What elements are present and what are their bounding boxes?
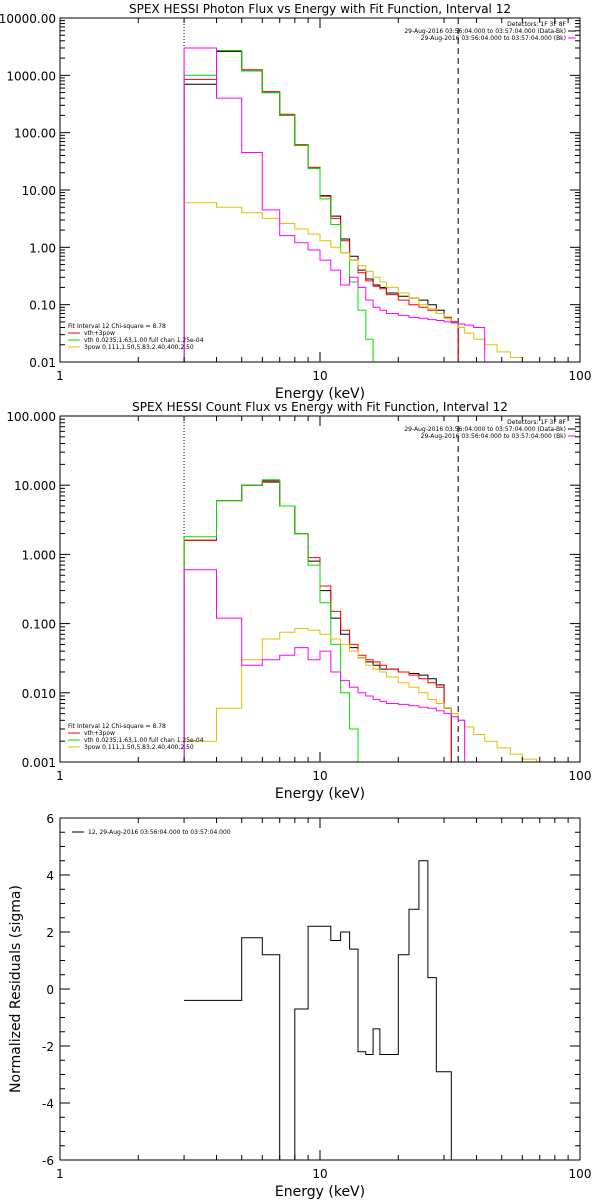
x-tick-label: 1 bbox=[56, 369, 64, 383]
series-line-data-bk bbox=[183, 51, 459, 362]
series-group bbox=[183, 479, 550, 762]
y-tick-label: 0.01 bbox=[29, 356, 56, 370]
chart-panel-3: 1 10 100 6 4 2 0 -2 -4 -6 Energy (keV) Normalized R… bbox=[8, 812, 591, 1200]
y-tick-label: 4 bbox=[46, 869, 54, 883]
y-axis-label: Normalized Residuals (sigma) bbox=[8, 885, 24, 1093]
x-axis-label: Energy (keV) bbox=[275, 786, 365, 802]
y-tick-label: 10000.00 bbox=[0, 12, 56, 26]
y-tick-label: 1000.00 bbox=[6, 69, 56, 83]
y-tick-label: 100.000 bbox=[6, 410, 56, 424]
x-tick-label: 10 bbox=[312, 1167, 327, 1181]
y-tick-label: 6 bbox=[46, 812, 54, 826]
y-tick-label: 2 bbox=[46, 926, 54, 940]
series-line-vth-3pow bbox=[183, 50, 459, 362]
header-line: 29-Aug-2016 03:56:04.000 to 03:57:04.000… bbox=[421, 35, 566, 42]
fit-legend-entry: vth+3pow bbox=[84, 330, 115, 337]
y-tick-label: 10.000 bbox=[14, 479, 56, 493]
fit-legend-entry: 3pow 0.111,1.50,5.83,2.40,400,2.50 bbox=[84, 744, 194, 751]
y-tick-label: -6 bbox=[42, 1154, 54, 1168]
chart-title: SPEX HESSI Count Flux vs Energy with Fit… bbox=[132, 400, 508, 414]
series-line-bk bbox=[183, 569, 466, 762]
x-tick-label: 10 bbox=[312, 769, 327, 783]
legend-entry: 12, 29-Aug-2016 03:56:04.000 to 03:57:04… bbox=[88, 829, 231, 836]
y-tick-label: 0.001 bbox=[22, 756, 56, 770]
header-line: 29-Aug-2016 03:56:04.000 to 03:57:04.000… bbox=[421, 433, 566, 440]
series-line-12-29-aug-2016-03-56-04-000-to-03-57-04-000 bbox=[184, 860, 459, 1160]
fit-legend-entry: vth 0.0235,1.63,1.00 full chan 1.25e-04 bbox=[84, 337, 204, 344]
y-tick-label: 0.010 bbox=[22, 687, 56, 701]
x-tick-label: 100 bbox=[569, 769, 592, 783]
x-tick-label: 1 bbox=[56, 769, 64, 783]
fit-legend-entry: Fit Interval 12 Chi-square = 8.78 bbox=[68, 323, 166, 330]
x-tick-label: 10 bbox=[312, 369, 327, 383]
x-tick-label: 1 bbox=[56, 1167, 64, 1181]
series-line-bk bbox=[183, 47, 486, 362]
series-line-vth bbox=[183, 479, 367, 762]
series-group bbox=[184, 860, 459, 1160]
series-line-3pow bbox=[183, 628, 550, 762]
header-line: 29-Aug-2016 03:56:04.000 to 03:57:04.000… bbox=[404, 426, 566, 433]
x-tick-label: 100 bbox=[569, 369, 592, 383]
header-line: Detectors: 1F 3F 8F bbox=[507, 21, 566, 28]
chart-panel-1: SPEX HESSI Photon Flux vs Energy with Fi… bbox=[0, 2, 592, 402]
x-axis-label: Energy (keV) bbox=[275, 1184, 365, 1200]
y-tick-label: 100.00 bbox=[14, 127, 56, 141]
y-tick-label: 10.00 bbox=[22, 184, 56, 198]
fit-legend-entry: Fit Interval 12 Chi-square = 8.78 bbox=[68, 723, 166, 730]
fit-legend-entry: vth 0.0235,1.63,1.00 full chan 1.25e-04 bbox=[84, 737, 204, 744]
series-line-vth bbox=[183, 50, 374, 362]
y-tick-label: -2 bbox=[42, 1040, 54, 1054]
x-axis-label: Energy (keV) bbox=[275, 386, 365, 402]
chart-panel-2: SPEX HESSI Count Flux vs Energy with Fit… bbox=[6, 400, 592, 802]
series-line-3pow bbox=[183, 202, 523, 362]
header-line: 29-Aug-2016 03:56:04.000 to 03:57:04.000… bbox=[404, 28, 566, 35]
y-tick-label: 0 bbox=[46, 983, 54, 997]
y-tick-label: 1.000 bbox=[22, 548, 56, 562]
y-tick-label: 0.100 bbox=[22, 618, 56, 632]
series-group bbox=[183, 47, 523, 362]
y-tick-label: -4 bbox=[42, 1097, 54, 1111]
fit-legend-entry: vth+3pow bbox=[84, 730, 115, 737]
x-tick-label: 100 bbox=[569, 1167, 592, 1181]
series-line-vth-3pow bbox=[183, 481, 452, 762]
y-tick-label: 1.00 bbox=[29, 241, 56, 255]
y-tick-label: 0.10 bbox=[29, 299, 56, 313]
fit-legend-entry: 3pow 0.111,1.50,5.83,2.40,400,2.50 bbox=[84, 344, 194, 351]
header-line: Detectors: 1F 3F 8F bbox=[507, 419, 566, 426]
chart-title: SPEX HESSI Photon Flux vs Energy with Fi… bbox=[129, 2, 511, 16]
plot-frame bbox=[59, 817, 581, 1161]
